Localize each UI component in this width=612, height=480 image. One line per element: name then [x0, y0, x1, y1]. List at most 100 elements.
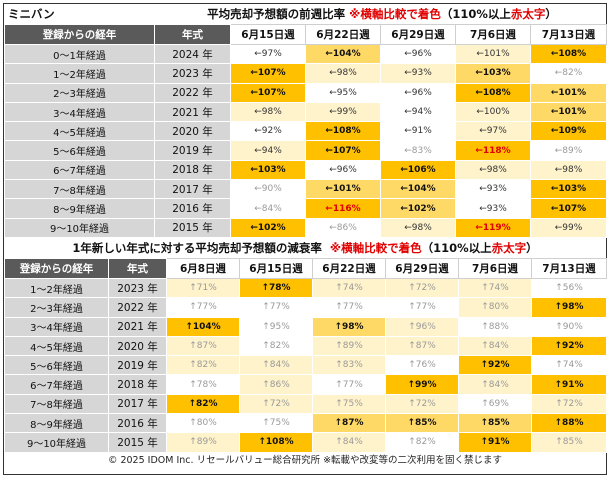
table1-title: 平均売却予想額の前週比率 ※横軸比較で着色（110%以上赤太字） [158, 6, 606, 22]
table2-note-close: ） [526, 240, 538, 255]
ratio-cell: ↑87% [166, 335, 240, 357]
ratio-cell: ↑77% [385, 297, 459, 318]
ratio-cell: ↑80% [166, 413, 240, 434]
ratio-cell: ←108% [305, 121, 381, 142]
header-week: 6月8日週 [166, 257, 240, 279]
ratio-cell: ←100% [455, 101, 531, 123]
header-week: 6月15日週 [239, 257, 313, 279]
ratio-cell: ↑90% [531, 316, 607, 337]
ratio-cell: ←107% [230, 63, 306, 84]
ratio-cell: ↑104% [166, 316, 240, 337]
header-model-year: 年式 [108, 257, 167, 279]
ratio-cell: ←99% [305, 101, 381, 123]
row-model-year: 2020 年 [154, 121, 231, 142]
header-week: 6月15日週 [230, 24, 306, 45]
ratio-cell: ↑95% [239, 316, 313, 337]
decay-rate-table: 登録からの経年 年式 6月8日週 6月15日週 6月22日週 6月29日週 7月6日週 7月1… [4, 257, 607, 453]
row-model-year: 2024 年 [154, 43, 231, 65]
row-model-year: 2019 年 [108, 355, 167, 376]
table1-note: ※横軸比較で着色 [349, 7, 441, 21]
ratio-cell: ↑72% [385, 393, 459, 415]
ratio-cell: ←108% [530, 43, 607, 65]
table2-title-row: 1年新しい年式に対する平均売却予想額の減衰率 ※横軸比較で着色 （110%以上 赤太… [4, 238, 606, 258]
ratio-cell: ←98% [305, 63, 381, 84]
ratio-cell: ←86% [305, 217, 381, 238]
ratio-cell: ←107% [230, 82, 306, 103]
ratio-cell: ←119% [455, 217, 531, 238]
ratio-cell: ←109% [530, 121, 607, 142]
ratio-cell: ↑72% [531, 393, 607, 415]
ratio-cell: ←97% [230, 43, 306, 65]
ratio-cell: ←107% [530, 198, 607, 219]
ratio-cell: ←106% [380, 159, 456, 181]
ratio-cell: ↑82% [385, 432, 459, 453]
ratio-cell: ↑85% [531, 432, 607, 453]
table2-note: ※横軸比較で着色 [329, 240, 422, 255]
ratio-cell: ↑91% [458, 432, 532, 453]
ratio-cell: ↑77% [312, 374, 386, 395]
row-elapsed-label: 6～7年経過 [4, 374, 109, 395]
header-week: 6月22日週 [312, 257, 386, 279]
ratio-cell: ←102% [230, 217, 306, 238]
ratio-cell: ←103% [230, 159, 306, 181]
table2-note-red: 赤太字 [491, 240, 527, 255]
ratio-cell: ↑82% [166, 393, 240, 415]
table2-note-suffix: （110%以上 [421, 240, 492, 255]
ratio-cell: ↑77% [166, 297, 240, 318]
table-row: 7～8年経過 2017 年 ↑82% ↑72% ↑75% ↑72% ↑69% ↑72% [4, 393, 607, 415]
row-model-year: 2023 年 [108, 277, 167, 299]
ratio-cell: ←93% [455, 179, 531, 200]
header-week: 6月29日週 [380, 24, 456, 45]
row-elapsed-label: 3～4年経過 [4, 101, 155, 123]
ratio-cell: ↑74% [312, 277, 386, 299]
row-model-year: 2022 年 [154, 82, 231, 103]
ratio-cell: ←84% [230, 198, 306, 219]
ratio-cell: ←94% [230, 140, 306, 161]
ratio-cell: ←99% [530, 217, 607, 238]
table-row: 9～10年経過 2015 年 ↑89% ↑108% ↑84% ↑82% ↑91% ↑85% [4, 432, 607, 453]
table1-note-red: 赤太字 [510, 7, 546, 21]
ratio-cell: ←103% [455, 63, 531, 84]
row-model-year: 2017 年 [108, 393, 167, 415]
row-elapsed-label: 1～2年経過 [4, 63, 155, 84]
ratio-cell: ←90% [230, 179, 306, 200]
ratio-cell: ↑74% [531, 355, 607, 376]
ratio-cell: ←101% [455, 43, 531, 65]
ratio-cell: ←98% [530, 159, 607, 181]
ratio-cell: ↑75% [239, 413, 313, 434]
ratio-cell: ←96% [380, 43, 456, 65]
header-elapsed-years: 登録からの経年 [4, 24, 155, 45]
copyright-footer: © 2025 IDOM Inc. リセールバリュー総合研究所 ※転載や改変等の二… [107, 454, 503, 466]
table-row: 2～3年経過 2022 年 ↑77% ↑77% ↑77% ↑77% ↑80% ↑98% [4, 297, 607, 318]
row-model-year: 2022 年 [108, 297, 167, 318]
header-elapsed-years: 登録からの経年 [4, 257, 109, 279]
row-model-year: 2020 年 [108, 335, 167, 357]
ratio-cell: ↑84% [312, 432, 386, 453]
ratio-cell: ↑78% [239, 277, 313, 299]
ratio-cell: ←101% [530, 101, 607, 123]
row-model-year: 2019 年 [154, 140, 231, 161]
category-label: ミニバン [8, 7, 55, 21]
ratio-cell: ←102% [380, 198, 456, 219]
ratio-cell: ←97% [455, 121, 531, 142]
ratio-cell: ←98% [230, 101, 306, 123]
ratio-cell: ↑83% [312, 355, 386, 376]
table-row: 3～4年経過 2021 年 ←98% ←99% ←94% ←100% ←101% [4, 101, 607, 123]
ratio-cell: ↑99% [385, 374, 459, 395]
row-elapsed-label: 9～10年経過 [4, 217, 155, 238]
row-elapsed-label: 4～5年経過 [4, 121, 155, 142]
ratio-cell: ←96% [305, 159, 381, 181]
ratio-cell: ↑92% [531, 335, 607, 357]
table1-header-row: 登録からの経年 年式 6月15日週 6月22日週 6月29日週 7月6日週 7月13日週 [4, 24, 607, 45]
table-row: 8～9年経過 2016 年 ←84% ←116% ←102% ←93% ←107% [4, 198, 607, 219]
row-model-year: 2021 年 [108, 316, 167, 337]
row-elapsed-label: 5～6年経過 [4, 140, 155, 161]
report-frame: ミニバン 平均売却予想額の前週比率 ※横軸比較で着色（110%以上赤太字） 登録… [3, 3, 607, 475]
ratio-cell: ↑86% [239, 374, 313, 395]
table1-title-row: ミニバン 平均売却予想額の前週比率 ※横軸比較で着色（110%以上赤太字） [4, 4, 606, 24]
row-model-year: 2023 年 [154, 63, 231, 84]
ratio-cell: ←95% [305, 82, 381, 103]
ratio-cell: ↑98% [531, 297, 607, 318]
ratio-cell: ←98% [380, 217, 456, 238]
ratio-cell: ↑76% [385, 355, 459, 376]
